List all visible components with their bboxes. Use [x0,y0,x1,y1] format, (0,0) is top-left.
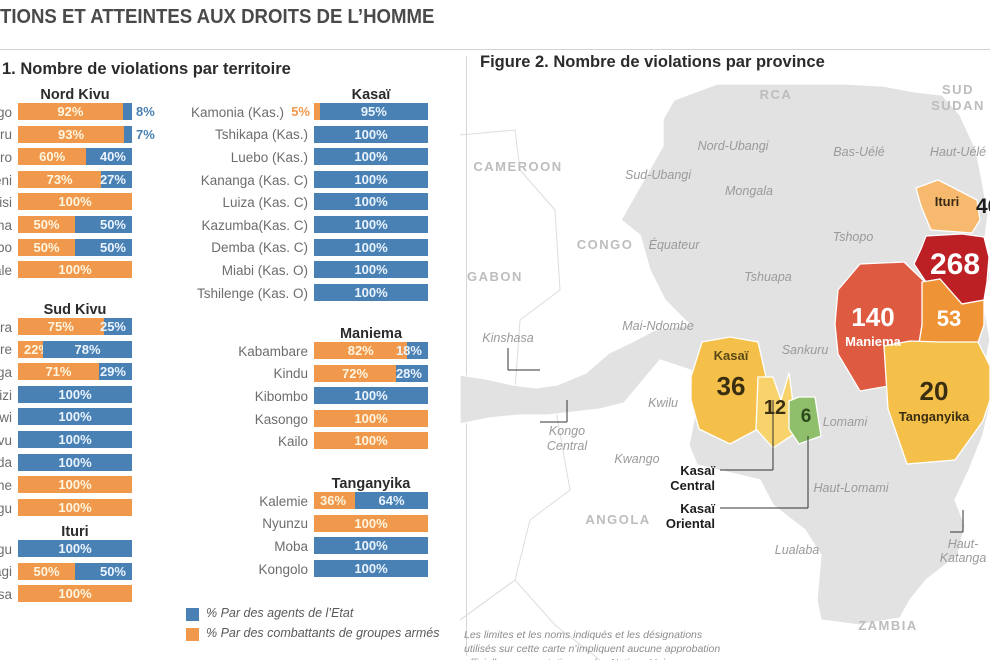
svg-text:Les limites et les noms indiqu: Les limites et les noms indiqués et les … [464,629,703,641]
svg-text:Équateur: Équateur [649,237,701,252]
svg-text:140: 140 [851,302,894,332]
svg-text:53: 53 [937,306,961,331]
svg-text:6: 6 [801,406,812,427]
svg-text:Kwilu: Kwilu [648,396,678,410]
svg-text:20: 20 [920,376,949,406]
svg-text:Kwango: Kwango [614,452,659,466]
svg-text:Bas-Uélé: Bas-Uélé [833,145,884,159]
svg-text:RCA: RCA [760,87,793,102]
svg-text:268: 268 [930,248,980,281]
svg-text:Lomami: Lomami [823,415,869,429]
svg-text:Haut-Uélé: Haut-Uélé [930,145,986,159]
svg-text:Maniema: Maniema [845,334,901,349]
svg-text:Haut-Lomami: Haut-Lomami [813,481,889,495]
svg-text:Haut-: Haut- [948,537,979,551]
svg-text:Mai-Ndombe: Mai-Ndombe [622,319,694,333]
svg-text:Kongo: Kongo [549,424,585,438]
svg-text:Ituri: Ituri [935,194,960,209]
svg-text:CAMEROON: CAMEROON [473,159,562,174]
svg-text:Kasaï: Kasaï [680,463,715,478]
svg-text:Lualaba: Lualaba [775,543,820,557]
svg-text:ZAMBIA: ZAMBIA [858,618,918,633]
svg-text:12: 12 [764,397,786,419]
svg-text:SUD: SUD [942,82,974,97]
svg-text:Tanganyika: Tanganyika [899,409,970,424]
svg-text:ANGOLA: ANGOLA [585,512,650,527]
svg-text:46: 46 [976,195,990,218]
svg-text:Katanga: Katanga [940,551,987,565]
svg-text:Central: Central [670,478,715,493]
svg-text:Tshuapa: Tshuapa [744,270,792,284]
svg-text:Sankuru: Sankuru [782,343,829,357]
svg-text:Nord-Ubangi: Nord-Ubangi [698,139,770,153]
svg-text:36: 36 [717,371,746,401]
svg-text:Kinshasa: Kinshasa [482,331,533,345]
svg-text:GABON: GABON [467,269,523,284]
svg-text:Kasaï: Kasaï [680,501,715,516]
svg-text:CONGO: CONGO [577,237,634,252]
svg-text:utilisés sur cette carte n’imp: utilisés sur cette carte n’impliquent au… [464,643,720,655]
svg-text:Mongala: Mongala [725,184,773,198]
svg-text:Oriental: Oriental [666,516,715,531]
svg-text:SUDAN: SUDAN [931,98,985,113]
svg-text:Sud-Ubangi: Sud-Ubangi [625,168,692,182]
svg-text:Kasaï: Kasaï [714,348,749,363]
svg-text:Central: Central [547,439,589,453]
svg-text:Tshopo: Tshopo [833,230,874,244]
